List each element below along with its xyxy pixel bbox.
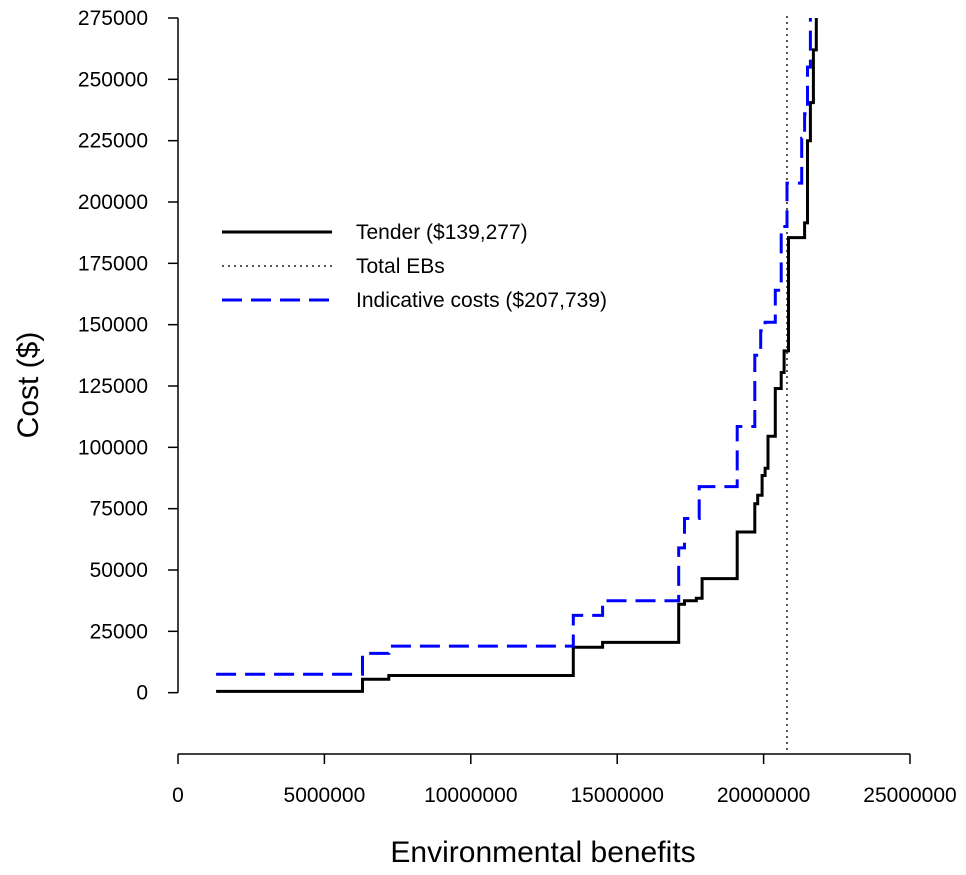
x-tick-label: 25000000 bbox=[863, 784, 956, 807]
x-tick-label: 15000000 bbox=[570, 784, 663, 807]
x-tick-label: 20000000 bbox=[717, 784, 810, 807]
y-tick-label: 25000 bbox=[90, 620, 148, 643]
x-tick-label: 10000000 bbox=[424, 784, 517, 807]
y-tick-label: 150000 bbox=[78, 314, 148, 337]
x-axis-title: Environmental benefits bbox=[390, 836, 695, 869]
y-tick-label: 175000 bbox=[78, 252, 148, 275]
indicative-costs-series-line bbox=[216, 18, 812, 676]
legend: Tender ($139,277) Total EBs Indicative cos… bbox=[222, 221, 607, 312]
y-tick-label: 250000 bbox=[78, 68, 148, 91]
series-layer bbox=[216, 16, 818, 754]
y-tick-label: 0 bbox=[136, 682, 148, 705]
y-axis-title: Cost ($) bbox=[12, 332, 45, 439]
legend-label: Total EBs bbox=[356, 255, 445, 278]
tender-series-line bbox=[216, 18, 818, 693]
y-tick-label: 100000 bbox=[78, 436, 148, 459]
legend-label: Tender ($139,277) bbox=[356, 221, 528, 244]
y-tick-label: 50000 bbox=[90, 559, 148, 582]
axes: 0 25000 50000 75000 100000 125000 150000 175000… bbox=[78, 7, 957, 807]
x-tick-label: 5000000 bbox=[284, 784, 366, 807]
y-tick-label: 75000 bbox=[90, 498, 148, 521]
y-tick-label: 200000 bbox=[78, 191, 148, 214]
x-tick-label: 0 bbox=[172, 784, 184, 807]
y-tick-label: 125000 bbox=[78, 375, 148, 398]
y-tick-label: 225000 bbox=[78, 130, 148, 153]
legend-label: Indicative costs ($207,739) bbox=[356, 289, 607, 312]
y-tick-label: 275000 bbox=[78, 7, 148, 30]
